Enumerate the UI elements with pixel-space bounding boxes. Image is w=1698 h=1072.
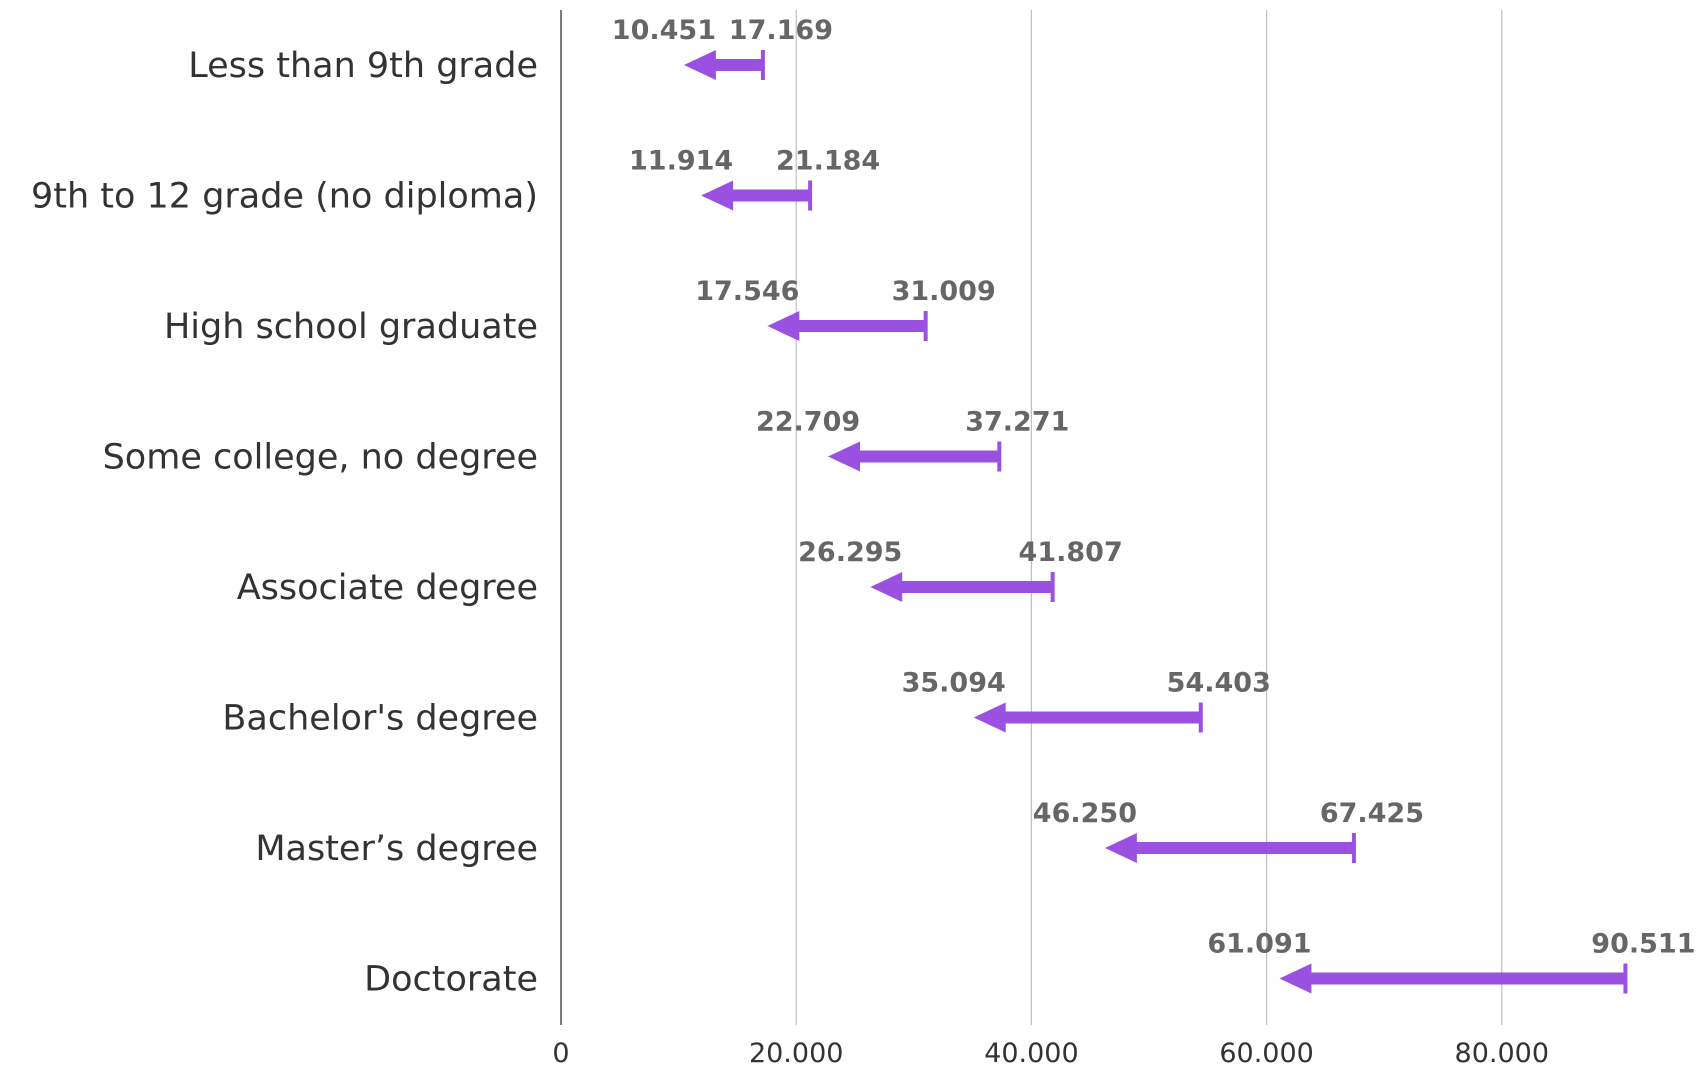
start-value-label: 41.807: [1019, 537, 1123, 568]
category-label: Less than 9th grade: [188, 46, 538, 86]
end-value-label: 46.250: [1033, 798, 1137, 829]
start-value-label: 67.425: [1320, 798, 1424, 829]
start-value-label: 37.271: [965, 407, 1069, 438]
end-value-label: 22.709: [756, 407, 860, 438]
range-arrow: [870, 572, 1053, 602]
category-label: Associate degree: [237, 568, 538, 608]
category-label: Master’s degree: [255, 829, 538, 869]
start-value-label: 17.169: [729, 15, 833, 46]
gridlines: [795, 10, 1503, 1025]
x-tick-label: 40.000: [984, 1038, 1078, 1069]
labels: 0 20.000 40.000 60.000 80.000 Less than 9th g…: [31, 15, 1696, 1069]
range-arrow: [1104, 833, 1354, 863]
end-value-label: 26.295: [798, 537, 902, 568]
x-tick-label: 0: [552, 1038, 569, 1069]
range-arrow: [701, 180, 811, 211]
end-value-label: 11.914: [629, 146, 733, 177]
range-arrow: [1279, 963, 1626, 994]
category-label: 9th to 12 grade (no diploma): [31, 177, 538, 217]
end-value-label: 17.546: [695, 276, 799, 307]
category-label: Some college, no degree: [103, 438, 538, 478]
x-tick-label: 20.000: [749, 1038, 843, 1069]
arrow-marks: [683, 50, 1628, 994]
start-value-label: 90.511: [1591, 929, 1695, 960]
category-label: Doctorate: [364, 960, 538, 1000]
x-tick-label: 60.000: [1219, 1038, 1313, 1069]
start-value-label: 31.009: [892, 276, 996, 307]
end-value-label: 35.094: [902, 668, 1006, 699]
x-tick-label: 80.000: [1455, 1038, 1549, 1069]
range-arrow: [828, 441, 1000, 472]
end-value-label: 61.091: [1207, 929, 1311, 960]
range-arrow: [683, 50, 763, 80]
category-label: High school graduate: [164, 307, 538, 347]
range-arrow: [767, 311, 926, 341]
category-label: Bachelor's degree: [222, 699, 538, 739]
range-arrow: [973, 702, 1201, 733]
start-value-label: 54.403: [1167, 668, 1271, 699]
start-value-label: 21.184: [776, 146, 880, 177]
end-value-label: 10.451: [612, 15, 716, 46]
